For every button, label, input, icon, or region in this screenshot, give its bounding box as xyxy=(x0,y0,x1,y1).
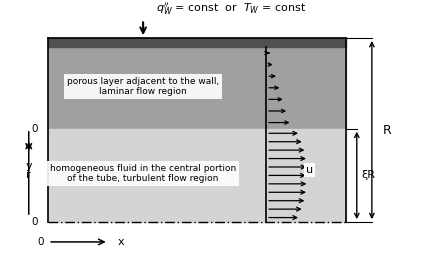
Text: x: x xyxy=(117,237,124,247)
Text: y: y xyxy=(26,161,32,171)
Text: u: u xyxy=(306,165,313,175)
Text: R: R xyxy=(383,123,391,136)
Text: 0: 0 xyxy=(31,124,37,134)
Bar xyxy=(48,47,346,129)
Bar xyxy=(48,38,346,47)
Text: 0: 0 xyxy=(31,217,37,227)
Text: r: r xyxy=(26,170,31,180)
Text: $q_W^{\prime\prime}$ = const  or  $T_W$ = const: $q_W^{\prime\prime}$ = const or $T_W$ = … xyxy=(156,1,306,17)
Text: porous layer adjacent to the wall,
laminar flow region: porous layer adjacent to the wall, lamin… xyxy=(67,77,219,96)
Bar xyxy=(48,129,346,222)
Text: homogeneous fluid in the central portion
of the tube, turbulent flow region: homogeneous fluid in the central portion… xyxy=(50,164,236,183)
Text: 0: 0 xyxy=(37,237,44,247)
Text: ξR: ξR xyxy=(361,170,375,180)
